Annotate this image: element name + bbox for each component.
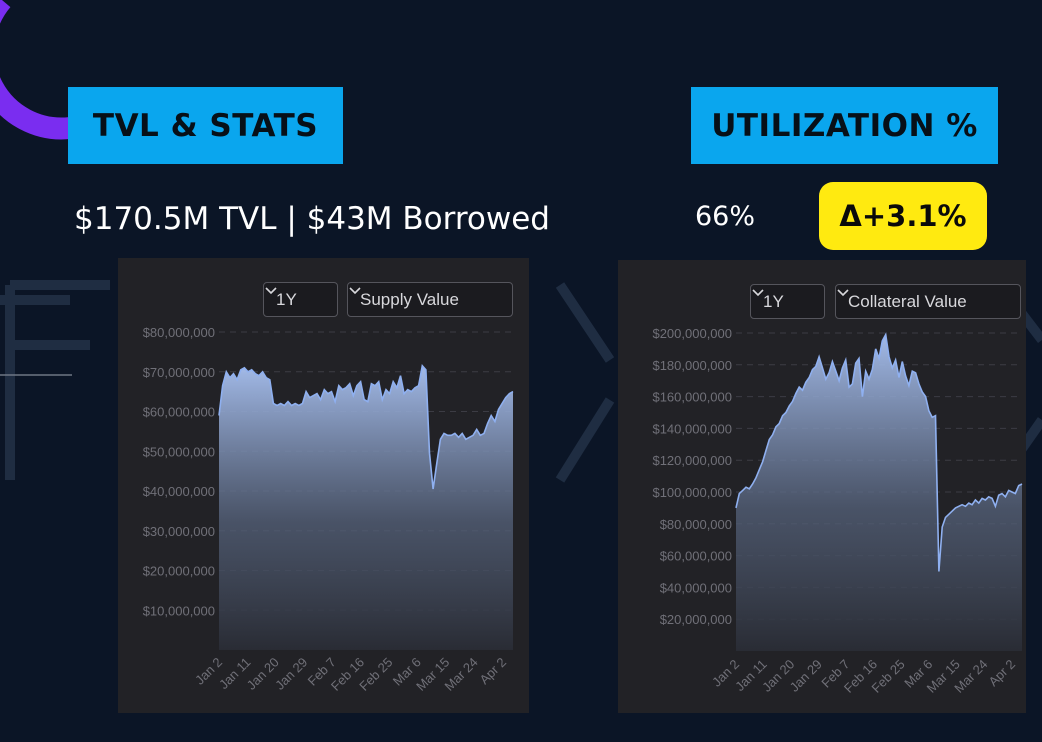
area-fill bbox=[736, 334, 1022, 651]
chevron-down-icon bbox=[837, 289, 849, 297]
y-tick-label: $40,000,000 bbox=[143, 484, 215, 499]
y-tick-label: $50,000,000 bbox=[143, 444, 215, 459]
utilization-header: UTILIZATION % bbox=[691, 87, 998, 164]
range-dropdown-label: 1Y bbox=[276, 289, 297, 309]
y-tick-label: $70,000,000 bbox=[143, 365, 215, 380]
x-tick-label: Apr 2 bbox=[986, 657, 1019, 690]
range-dropdown[interactable]: 1Y bbox=[263, 282, 338, 317]
watermark-logo bbox=[0, 280, 1042, 483]
range-dropdown-label: 1Y bbox=[763, 291, 784, 311]
metric-dropdown[interactable]: Collateral Value bbox=[835, 284, 1021, 319]
series-line bbox=[735, 332, 1023, 572]
supply-value-chart: $10,000,000 $20,000,000 $30,000,000 $40,000… bbox=[143, 325, 514, 694]
chevron-down-icon bbox=[265, 287, 277, 295]
x-tick-label: Jan 29 bbox=[272, 655, 310, 693]
metric-dropdown[interactable]: Supply Value bbox=[347, 282, 513, 317]
y-tick-label: $30,000,000 bbox=[143, 524, 215, 539]
y-tick-label: $120,000,000 bbox=[652, 453, 732, 468]
y-tick-label: $180,000,000 bbox=[652, 358, 732, 373]
purple-arc-decoration bbox=[0, 0, 72, 140]
y-tick-label: $20,000,000 bbox=[143, 564, 215, 579]
utilization-value: 66% bbox=[695, 201, 756, 232]
chevron-down-icon bbox=[349, 287, 361, 295]
range-dropdown[interactable]: 1Y bbox=[750, 284, 825, 319]
y-tick-label: $200,000,000 bbox=[652, 326, 732, 341]
tvl-borrowed-stat: $170.5M TVL | $43M Borrowed bbox=[74, 201, 550, 237]
supply-chart-panel: $10,000,000 $20,000,000 $30,000,000 $40,000… bbox=[118, 258, 529, 713]
y-tick-label: $60,000,000 bbox=[660, 549, 732, 564]
y-tick-label: $10,000,000 bbox=[143, 603, 215, 618]
collateral-value-chart: $20,000,000 $40,000,000 $60,000,000 $80,000… bbox=[652, 326, 1023, 696]
x-tick-label: Apr 2 bbox=[477, 655, 510, 688]
y-tick-label: $20,000,000 bbox=[660, 612, 732, 627]
collateral-chart-panel: $20,000,000 $40,000,000 $60,000,000 $80,000… bbox=[618, 260, 1026, 713]
area-fill bbox=[219, 365, 513, 650]
tvl-stats-header: TVL & STATS bbox=[68, 87, 343, 164]
metric-dropdown-label: Supply Value bbox=[360, 289, 459, 309]
y-tick-label: $40,000,000 bbox=[660, 580, 732, 595]
y-tick-label: $80,000,000 bbox=[660, 517, 732, 532]
y-tick-label: $60,000,000 bbox=[143, 405, 215, 420]
y-tick-label: $100,000,000 bbox=[652, 485, 732, 500]
y-tick-label: $160,000,000 bbox=[652, 390, 732, 405]
y-tick-label: $140,000,000 bbox=[652, 421, 732, 436]
metric-dropdown-label: Collateral Value bbox=[848, 291, 967, 311]
chevron-down-icon bbox=[752, 289, 764, 297]
utilization-delta-badge: Δ+3.1% bbox=[819, 182, 987, 250]
y-tick-label: $80,000,000 bbox=[143, 325, 215, 340]
series-line bbox=[218, 364, 514, 490]
